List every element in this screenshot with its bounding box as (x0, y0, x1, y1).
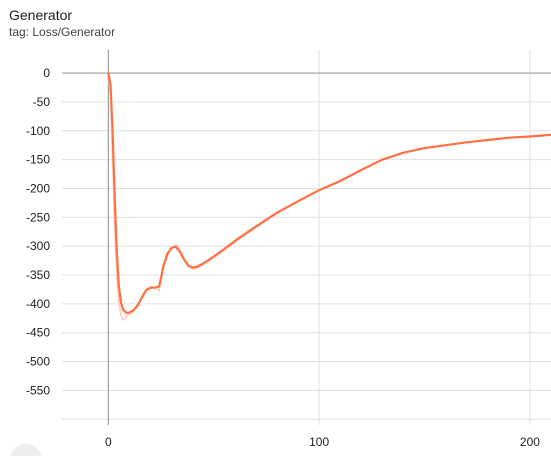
expand-button[interactable] (10, 444, 42, 456)
y-tick-label: -450 (26, 326, 50, 340)
y-tick-label: -100 (26, 124, 50, 138)
x-tick-label: 200 (520, 435, 540, 449)
y-tick-label: -400 (26, 297, 50, 311)
tick-labels: 0 -50 -100 -150 -200 -250 -300 -350 -400 -450 -500… (26, 66, 540, 449)
grid (62, 50, 551, 425)
y-tick-label: -500 (26, 355, 50, 369)
y-tick-label: -150 (26, 153, 50, 167)
y-tick-label: 0 (43, 66, 50, 80)
smoothed-series-line (107, 72, 551, 315)
raw-series-line (107, 72, 551, 321)
y-tick-label: -550 (26, 383, 50, 397)
y-tick-label: -50 (33, 95, 51, 109)
y-tick-label: -200 (26, 181, 50, 195)
chart-title: Generator (9, 7, 73, 23)
y-tick-label: -350 (26, 268, 50, 282)
axes (62, 50, 551, 425)
x-tick-label: 0 (105, 435, 112, 449)
chart-tag: tag: Loss/Generator (9, 25, 116, 39)
series (107, 72, 551, 321)
y-tick-label: -300 (26, 239, 50, 253)
y-tick-label: -250 (26, 210, 50, 224)
x-tick-label: 100 (309, 435, 329, 449)
